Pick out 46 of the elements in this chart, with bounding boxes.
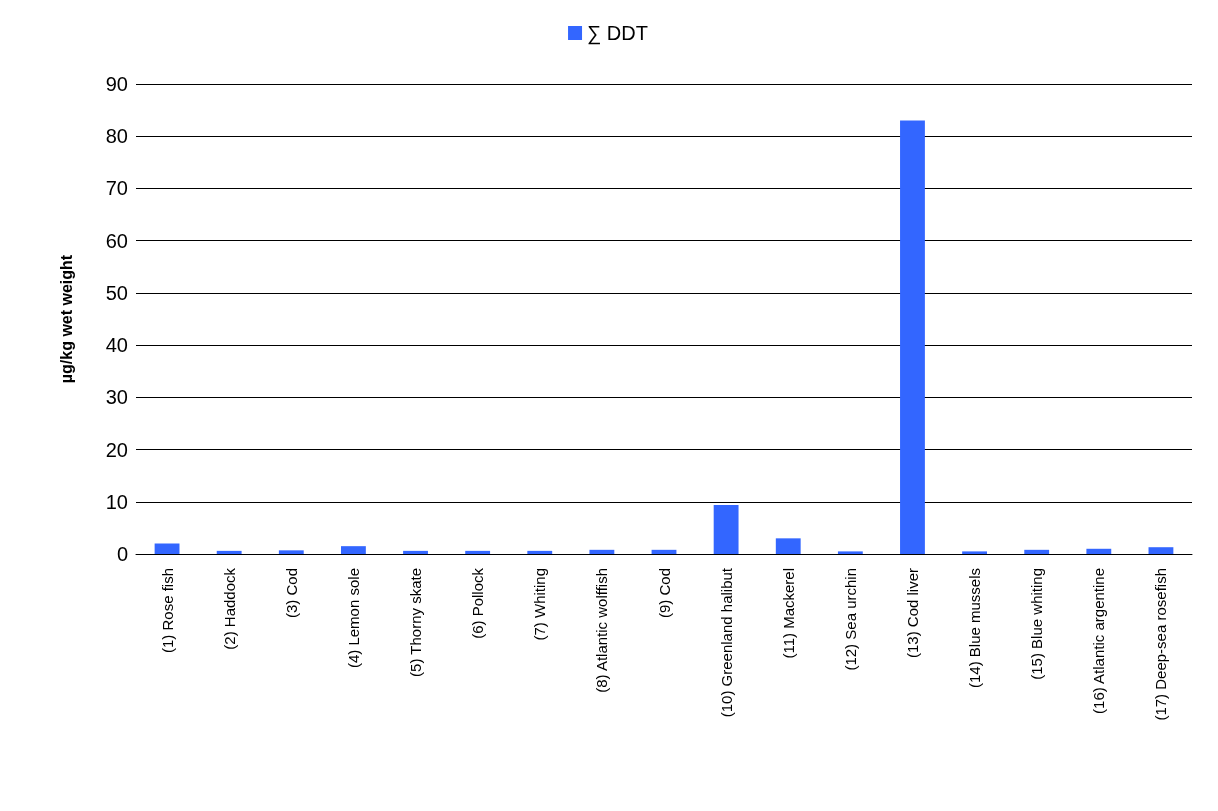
x-tick-label: (6) Pollock xyxy=(469,567,487,639)
x-tick-label: (16) Atlantic argentine xyxy=(1090,568,1108,714)
x-tick-label: (8) Atlantic wolffish xyxy=(593,568,611,693)
y-tick-label: 80 xyxy=(105,125,128,148)
bar xyxy=(900,120,925,554)
bar xyxy=(962,551,988,554)
x-tick-label: (13) Cod liver xyxy=(903,568,921,659)
bar xyxy=(403,550,428,554)
y-axis-title: µg/kg wet weight xyxy=(57,254,75,384)
x-tick-label: (15) Blue whiting xyxy=(1028,568,1046,680)
bar xyxy=(1086,548,1112,554)
bar xyxy=(278,550,304,554)
x-tick-label: (1) Rose fish xyxy=(158,568,176,654)
x-tick-label: (12) Sea urchin xyxy=(841,568,859,671)
y-tick-label: 50 xyxy=(105,281,128,304)
bar xyxy=(651,549,677,554)
bar xyxy=(837,551,863,554)
bar xyxy=(216,550,242,554)
bar xyxy=(775,538,801,554)
x-tick-label: (14) Blue mussels xyxy=(966,568,984,689)
bar xyxy=(1024,549,1050,554)
x-tick-label: (9) Cod xyxy=(655,568,673,619)
bar xyxy=(340,546,366,554)
legend-label: ∑ DDT xyxy=(587,22,648,45)
bar xyxy=(713,504,739,554)
x-tick-label: (4) Lemon sole xyxy=(344,568,362,669)
y-tick-label: 60 xyxy=(105,229,128,252)
x-tick-label: (5) Thorny skate xyxy=(407,568,425,677)
y-tick-label: 10 xyxy=(105,490,128,513)
x-tick-label: (10) Greenland halibut xyxy=(717,567,735,718)
bar xyxy=(154,543,180,554)
x-tick-label: (11) Mackerel xyxy=(779,568,797,659)
bar xyxy=(465,550,491,554)
x-tick-label: (17) Deep-sea rosefish xyxy=(1152,568,1170,721)
bar xyxy=(1148,547,1174,554)
x-tick-label: (3) Cod xyxy=(282,568,300,619)
y-tick-label: 40 xyxy=(105,334,128,357)
x-tick-label: (2) Haddock xyxy=(220,567,238,650)
y-tick-label: 90 xyxy=(105,73,128,95)
y-tick-label: 30 xyxy=(105,386,128,409)
bar xyxy=(589,549,615,554)
x-tick-label: (7) Whiting xyxy=(531,568,549,641)
y-tick-label: 0 xyxy=(116,543,128,565)
bar xyxy=(527,550,553,554)
y-tick-label: 20 xyxy=(105,438,128,461)
y-tick-label: 70 xyxy=(105,177,128,200)
